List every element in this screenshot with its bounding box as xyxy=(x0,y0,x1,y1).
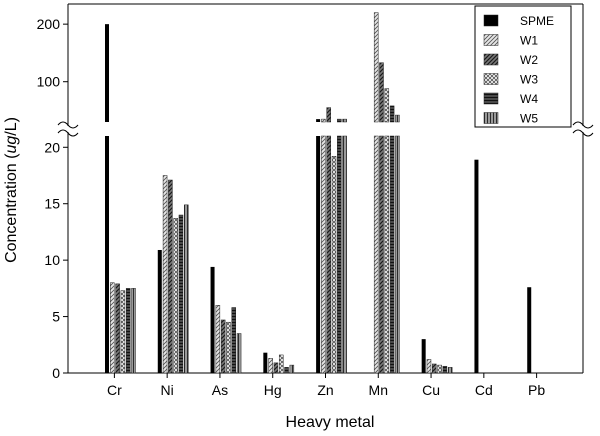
x-tick-label: Ni xyxy=(161,382,174,398)
bar-w4-as xyxy=(231,307,237,374)
break-mark-left-upper xyxy=(57,121,79,129)
legend-swatch-w2 xyxy=(483,53,499,66)
bar-w1-zn-upper xyxy=(321,118,326,123)
bar-w5-mn-lower xyxy=(395,135,400,374)
bar-w5-zn-lower xyxy=(342,135,347,374)
bar-w1-as xyxy=(215,305,221,374)
y-tick-label-lower: 20 xyxy=(44,139,60,155)
bar-w3-cu xyxy=(437,364,442,374)
bar-w4-mn-upper xyxy=(389,105,395,123)
y-axis-title: Concentration (ug/L) xyxy=(3,117,20,263)
legend-swatch-w5 xyxy=(483,112,499,124)
bar-w2-cu xyxy=(432,363,437,374)
x-tick-label: Pb xyxy=(528,382,545,398)
legend-label-w3: W3 xyxy=(520,73,538,87)
bar-w3-mn-upper xyxy=(384,88,390,123)
bar-w2-ni xyxy=(168,179,173,374)
bar-w2-cr xyxy=(115,283,120,374)
legend-swatch-w1 xyxy=(483,34,499,46)
legend-label-w4: W4 xyxy=(520,92,538,106)
bar-w1-mn-upper xyxy=(373,12,379,123)
bar-w1-zn-lower xyxy=(321,135,326,374)
legend-swatch-w4 xyxy=(483,92,499,105)
bar-w5-mn-upper xyxy=(395,114,400,123)
bar-w3-as xyxy=(226,321,231,374)
bar-spme-cr-lower xyxy=(105,136,109,373)
bar-w3-mn-lower xyxy=(384,135,390,374)
bar-w2-mn-upper xyxy=(379,62,384,123)
bar-w5-as xyxy=(236,333,242,374)
bar-w1-hg xyxy=(268,358,273,374)
legend-label-w5: W5 xyxy=(520,112,538,126)
bar-w2-mn-lower xyxy=(379,135,384,374)
x-tick-label: Mn xyxy=(369,382,388,398)
break-mark-right-lower xyxy=(572,129,594,137)
bar-w4-zn-lower xyxy=(337,135,342,374)
x-tick-label: Cu xyxy=(422,382,440,398)
x-tick-label: Hg xyxy=(264,382,282,398)
x-tick-label: As xyxy=(212,382,228,398)
break-mark-right-upper xyxy=(572,121,594,129)
bar-w3-ni xyxy=(173,218,178,374)
bar-spme-cu xyxy=(421,339,426,373)
bar-w2-as xyxy=(220,319,226,374)
x-axis-title: Heavy metal xyxy=(286,414,375,431)
bar-w4-ni xyxy=(178,214,184,374)
bar-w3-zn xyxy=(331,156,337,374)
bar-w5-zn-upper xyxy=(342,118,347,123)
bar-spme-zn-lower xyxy=(316,136,321,373)
break-mark-left-lower xyxy=(57,129,79,137)
y-tick-label-lower: 15 xyxy=(44,196,60,212)
axis-break-marks xyxy=(57,121,594,137)
y-tick-label-lower: 10 xyxy=(44,252,60,268)
bar-w4-mn-lower xyxy=(389,135,395,374)
bar-spme-cd xyxy=(474,159,479,373)
y-axis-title-suffix: /L) xyxy=(3,117,20,136)
bar-w3-hg xyxy=(278,354,284,374)
bar-w4-hg xyxy=(284,367,289,374)
bar-spme-ni xyxy=(157,249,162,373)
bar-w1-cu xyxy=(426,359,432,374)
legend: SPME W1 W2 W3 W4 W5 xyxy=(474,5,572,128)
y-tick-label-lower: 5 xyxy=(52,309,60,325)
x-tick-label: Cr xyxy=(107,382,122,398)
legend-label-w2: W2 xyxy=(520,53,538,67)
bar-w5-cu xyxy=(447,367,453,374)
bar-w5-hg xyxy=(289,364,295,374)
legend-label-spme: SPME xyxy=(520,14,554,28)
bar-w3-cr xyxy=(120,290,126,374)
bar-spme-as xyxy=(210,266,215,373)
y-tick-label-upper: 200 xyxy=(37,16,61,32)
y-tick-label-upper: 100 xyxy=(37,74,61,90)
bar-w2-hg xyxy=(273,362,279,374)
legend-swatch-w3 xyxy=(483,73,499,85)
bar-spme-pb xyxy=(527,287,532,373)
bar-w1-ni xyxy=(162,175,168,374)
bar-w4-zn-upper xyxy=(337,118,342,123)
x-tick-label: Zn xyxy=(317,382,333,398)
y-tick-label-lower: 0 xyxy=(52,365,60,381)
bars-layer xyxy=(105,12,532,374)
y-axis-title-prefix: Concentration ( xyxy=(3,153,20,263)
bar-w2-zn-upper xyxy=(326,107,331,123)
x-tick-label: Cd xyxy=(475,382,493,398)
legend-swatch-spme xyxy=(483,14,499,27)
bar-w2-zn-lower xyxy=(326,135,331,374)
bar-w1-mn-lower xyxy=(373,135,379,374)
legend-label-w1: W1 xyxy=(520,34,538,48)
bar-w1-cr xyxy=(110,282,115,374)
bar-w5-ni xyxy=(184,204,189,374)
bar-w5-cr xyxy=(131,288,136,374)
ticks-layer: 0 5 10 15 20 100 200 Cr Ni As Hg Zn Mn Cu Cd Pb xyxy=(37,16,546,398)
bar-w4-cr xyxy=(125,288,131,374)
bar-spme-hg xyxy=(263,352,268,373)
y-axis-title-unit: ug xyxy=(3,136,20,154)
bar-spme-cr-upper xyxy=(105,24,109,123)
bar-w4-cu xyxy=(442,365,448,374)
bar-spme-zn-upper xyxy=(316,119,321,122)
